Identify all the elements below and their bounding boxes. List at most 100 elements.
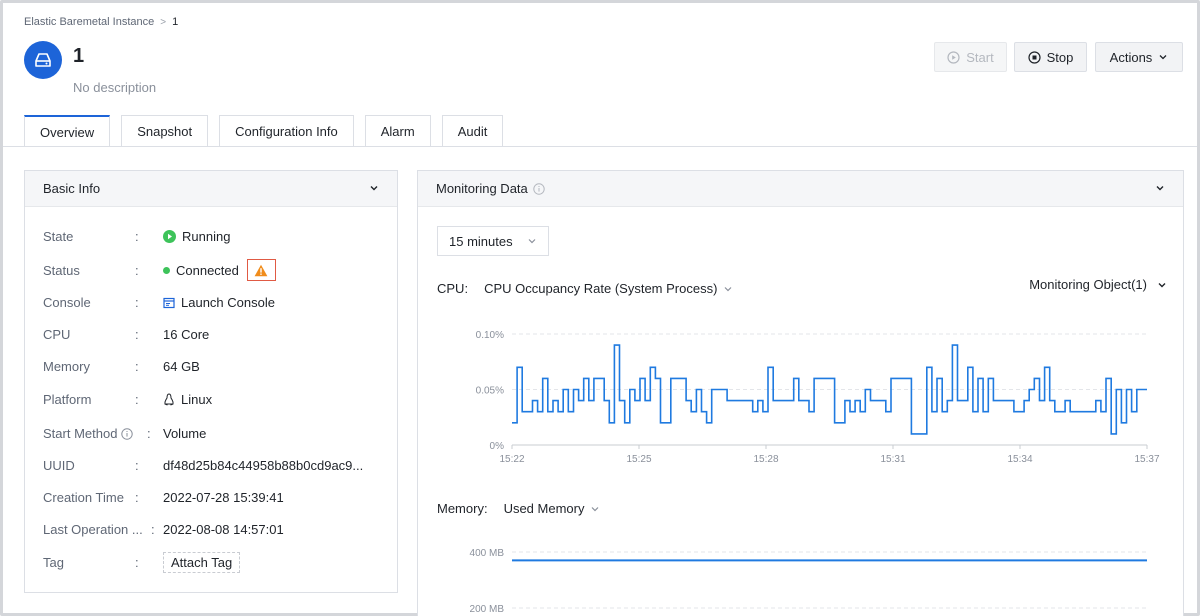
- info-colon: :: [135, 327, 139, 342]
- info-row-status: Status : Connected: [43, 259, 276, 281]
- info-label: State: [43, 229, 74, 244]
- actions-dropdown[interactable]: Actions: [1095, 42, 1183, 72]
- tab-audit[interactable]: Audit: [441, 115, 504, 147]
- cpu-value: 16 Core: [163, 327, 210, 342]
- chevron-down-icon: [528, 239, 536, 244]
- info-label: CPU: [43, 327, 71, 342]
- memory-chart: 200 MB 400 MB: [470, 548, 1147, 615]
- server-icon: [24, 41, 62, 79]
- breadcrumb-separator: >: [160, 16, 167, 28]
- breadcrumb-parent-link[interactable]: Elastic Baremetal Instance: [24, 16, 155, 28]
- chevron-down-icon: [1159, 55, 1167, 60]
- memory-metric-select[interactable]: Used Memory: [504, 501, 601, 516]
- info-label: Last Operation ...: [43, 522, 143, 537]
- actions-label: Actions: [1109, 49, 1153, 65]
- info-label: Console: [43, 295, 91, 310]
- info-row-platform: Platform : Linux: [43, 392, 212, 407]
- running-play-icon: [163, 230, 176, 243]
- cpu-metric-select[interactable]: CPU Occupancy Rate (System Process): [484, 281, 733, 296]
- linux-penguin-icon: [164, 393, 174, 406]
- launch-console-label: Launch Console: [181, 295, 275, 310]
- info-label: Status: [43, 262, 80, 278]
- info-icon[interactable]: [533, 182, 545, 195]
- info-row-memory: Memory : 64 GB: [43, 359, 200, 374]
- chevron-down-icon[interactable]: [369, 183, 379, 193]
- info-label: Memory: [43, 359, 90, 374]
- uuid-value[interactable]: df48d25b84c44958b88b0cd9ac9...: [163, 458, 364, 473]
- play-circle-icon: [947, 50, 960, 64]
- y-tick-label: 400 MB: [470, 548, 505, 559]
- info-label: Platform: [43, 392, 92, 407]
- info-colon: :: [135, 262, 139, 278]
- x-tick-label: 15:34: [1007, 454, 1032, 465]
- last-operation-value: 2022-08-08 14:57:01: [163, 522, 284, 537]
- memory-metric-value: Used Memory: [503, 501, 585, 516]
- y-tick-label: 0.10%: [476, 330, 504, 341]
- tab-overview[interactable]: Overview: [24, 115, 111, 147]
- info-row-cpu: CPU : 16 Core: [43, 327, 209, 342]
- start-method-value: Volume: [163, 426, 207, 441]
- cpu-series-line: [512, 344, 1147, 435]
- monitoring-object-select[interactable]: Monitoring Object(1): [1029, 277, 1167, 292]
- info-label: Creation Time: [43, 490, 124, 505]
- tab-snapshot[interactable]: Snapshot: [121, 115, 209, 147]
- tabs-divider: [3, 146, 1197, 147]
- cpu-metric-label: CPU:: [437, 281, 469, 296]
- warning-icon[interactable]: [246, 259, 276, 281]
- page-title: 1: [73, 45, 85, 67]
- memory-metric-label: Memory:: [437, 501, 488, 516]
- info-colon: :: [135, 392, 139, 407]
- info-colon: :: [135, 458, 139, 473]
- basic-info-header[interactable]: Basic Info: [25, 171, 397, 207]
- monitoring-title: Monitoring Data: [436, 181, 528, 196]
- console-icon: [163, 297, 175, 308]
- chevron-down-icon: [724, 286, 732, 291]
- stop-button[interactable]: Stop: [1014, 42, 1087, 72]
- platform-value: Linux: [181, 392, 213, 407]
- launch-console-link[interactable]: Launch Console: [163, 295, 275, 310]
- info-row-tag: Tag : Attach Tag: [43, 552, 241, 573]
- stop-circle-icon: [1028, 50, 1041, 64]
- monitoring-header[interactable]: Monitoring Data: [418, 171, 1183, 207]
- memory-value: 64 GB: [163, 359, 200, 374]
- stop-button-label: Stop: [1046, 49, 1074, 65]
- info-row-state: State : Running: [43, 229, 230, 244]
- x-tick-label: 15:31: [880, 454, 905, 465]
- start-button-label: Start: [966, 49, 994, 65]
- info-colon: :: [135, 490, 139, 505]
- basic-info-title: Basic Info: [43, 181, 101, 196]
- info-icon[interactable]: [121, 427, 134, 440]
- x-tick-label: 15:22: [499, 454, 524, 465]
- time-range-select[interactable]: 15 minutes: [437, 226, 549, 256]
- info-colon: :: [147, 426, 151, 441]
- state-value: Running: [182, 229, 231, 244]
- chevron-down-icon[interactable]: [1155, 183, 1165, 193]
- monitoring-object-label: Monitoring Object(1): [1029, 277, 1147, 292]
- info-row-creation-time: Creation Time : 2022-07-28 15:39:41: [43, 490, 284, 505]
- info-colon: :: [135, 295, 139, 310]
- x-tick-label: 15:28: [753, 454, 778, 465]
- memory-metric-row: Memory: Used Memory: [437, 501, 600, 516]
- info-row-start-method: Start Method : Volume: [43, 426, 206, 441]
- start-button[interactable]: Start: [934, 42, 1007, 72]
- breadcrumb-current: 1: [172, 16, 179, 28]
- info-colon: :: [135, 359, 139, 374]
- tab-configuration-info[interactable]: Configuration Info: [219, 115, 354, 147]
- start-method-label: Start Method: [43, 426, 118, 441]
- info-row-last-operation: Last Operation ... : 2022-08-08 14:57:01: [43, 522, 284, 537]
- info-label: UUID: [43, 458, 75, 473]
- cpu-chart: 0% 0.05% 0.10% 15:22 15:25 15:28 15:31 15:34 15:…: [476, 330, 1160, 465]
- x-tick-label: 15:37: [1134, 454, 1159, 465]
- y-tick-label: 0.05%: [476, 386, 504, 397]
- info-colon: :: [135, 555, 139, 570]
- chevron-down-icon: [1158, 282, 1166, 287]
- creation-time-value: 2022-07-28 15:39:41: [163, 490, 284, 505]
- y-tick-label: 0%: [490, 441, 505, 452]
- info-colon: :: [151, 522, 155, 537]
- cpu-metric-value: CPU Occupancy Rate (System Process): [484, 281, 718, 296]
- tab-alarm[interactable]: Alarm: [364, 115, 431, 147]
- info-label: Tag: [43, 555, 64, 570]
- breadcrumb: Elastic Baremetal Instance > 1: [24, 16, 178, 28]
- tab-bar: Overview Snapshot Configuration Info Ala…: [24, 115, 514, 147]
- attach-tag-button[interactable]: Attach Tag: [163, 552, 241, 573]
